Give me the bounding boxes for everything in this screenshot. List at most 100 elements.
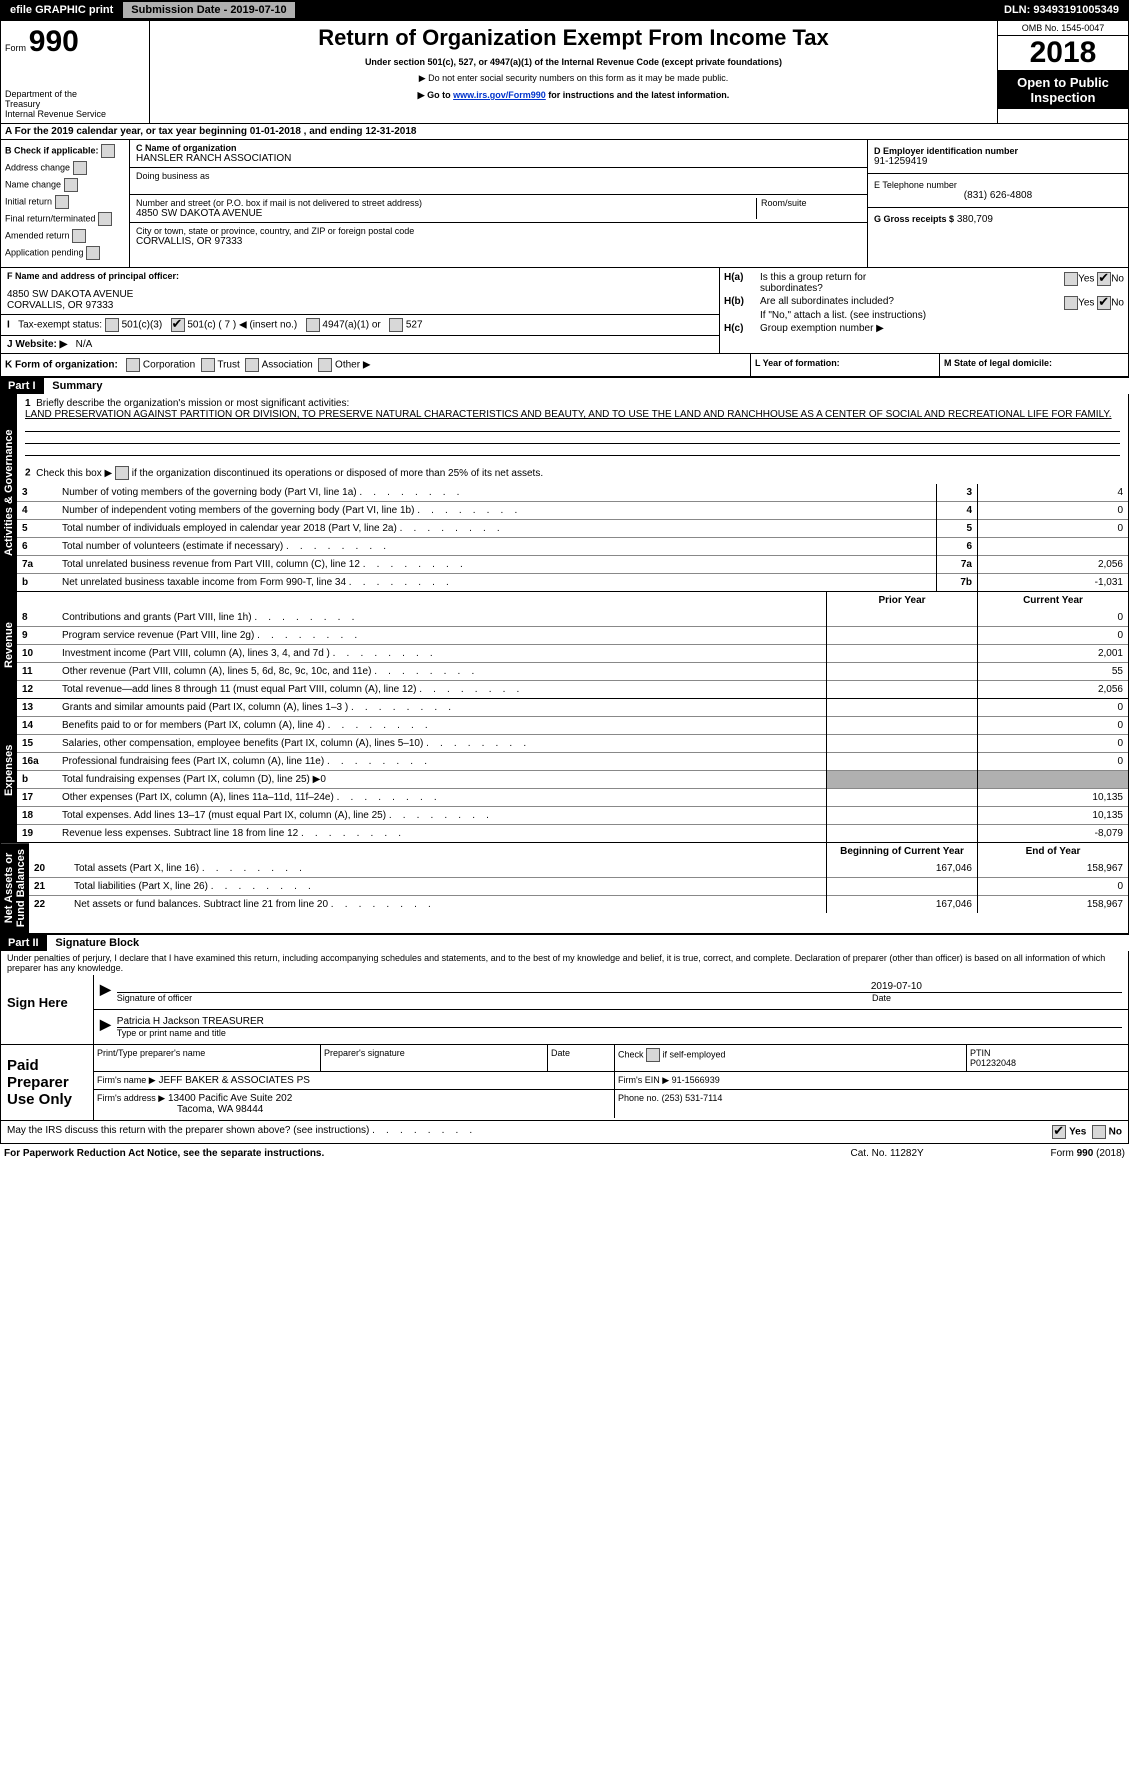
arrow-icon-2: ▶ xyxy=(100,1016,111,1038)
part-1-header-row: Part I Summary xyxy=(0,377,1129,394)
date-label: Date xyxy=(872,993,1122,1003)
firm-addr2: Tacoma, WA 98444 xyxy=(97,1104,263,1115)
expense-line-14: 14Benefits paid to or for members (Part … xyxy=(17,717,1128,735)
box-b-title: B Check if applicable: xyxy=(5,144,125,158)
netasset-line-20: 20Total assets (Part X, line 16)167,0461… xyxy=(29,860,1128,878)
box-b-item: Amended return xyxy=(5,229,125,243)
hdr-current-year: Current Year xyxy=(978,592,1129,609)
expense-line-17: 17Other expenses (Part IX, column (A), l… xyxy=(17,789,1128,807)
checkbox-501c[interactable] xyxy=(171,318,185,332)
room-label: Room/suite xyxy=(761,198,861,208)
form-990-page: efile GRAPHIC print Submission Date - 20… xyxy=(0,0,1129,1163)
q1-mission: LAND PRESERVATION AGAINST PARTITION OR D… xyxy=(25,409,1120,420)
checkbox-other[interactable] xyxy=(318,358,332,372)
dept-line3: Internal Revenue Service xyxy=(5,109,145,119)
revenue-line-10: 10Investment income (Part VIII, column (… xyxy=(17,645,1128,663)
expenses-section: Expenses 13Grants and similar amounts pa… xyxy=(0,699,1129,843)
checkbox-ha-yes[interactable] xyxy=(1064,272,1078,286)
gov-line-5: 5Total number of individuals employed in… xyxy=(17,520,1128,538)
expense-line-13: 13Grants and similar amounts paid (Part … xyxy=(17,699,1128,717)
revenue-line-9: 9Program service revenue (Part VIII, lin… xyxy=(17,627,1128,645)
firm-phone: (253) 531-7114 xyxy=(662,1093,723,1103)
hdr-eoy: End of Year xyxy=(978,843,1129,860)
revenue-table: Prior YearCurrent Year 8Contributions an… xyxy=(17,592,1128,698)
checkbox-discuss-no[interactable] xyxy=(1092,1125,1106,1139)
checkbox-4947[interactable] xyxy=(306,318,320,332)
hb-label: H(b) xyxy=(724,296,760,310)
org-address: 4850 SW DAKOTA AVENUE xyxy=(136,208,756,219)
box-f-label: F Name and address of principal officer: xyxy=(7,271,713,281)
footer-right: Form 990 (2018) xyxy=(1051,1148,1125,1159)
dept-line1: Department of the xyxy=(5,89,145,99)
checkbox-initial-return[interactable] xyxy=(55,195,69,209)
checkbox-hb-no[interactable] xyxy=(1097,296,1111,310)
omb-number: OMB No. 1545-0047 xyxy=(998,21,1128,36)
telephone: (831) 626-4808 xyxy=(874,190,1122,201)
expense-line-16a: 16aProfessional fundraising fees (Part I… xyxy=(17,753,1128,771)
checkbox-501c3[interactable] xyxy=(105,318,119,332)
box-e-label: E Telephone number xyxy=(874,180,1122,190)
checkbox-corp[interactable] xyxy=(126,358,140,372)
form-header: Form 990 Department of the Treasury Inte… xyxy=(0,20,1129,124)
checkbox-address-change[interactable] xyxy=(73,161,87,175)
col-date: Date xyxy=(548,1045,615,1072)
top-bar: efile GRAPHIC print Submission Date - 20… xyxy=(0,0,1129,20)
page-footer: For Paperwork Reduction Act Notice, see … xyxy=(0,1144,1129,1163)
addr-label: Number and street (or P.O. box if mail i… xyxy=(136,198,756,208)
line-a-tax-year: A For the 2019 calendar year, or tax yea… xyxy=(0,124,1129,140)
penalties-statement: Under penalties of perjury, I declare th… xyxy=(0,951,1129,975)
q1-label: Briefly describe the organization's miss… xyxy=(36,398,349,409)
checkbox-trust[interactable] xyxy=(201,358,215,372)
irs-link[interactable]: www.irs.gov/Form990 xyxy=(453,90,546,100)
hdr-prior-year: Prior Year xyxy=(827,592,978,609)
line-i: I Tax-exempt status: 501(c)(3) 501(c) ( … xyxy=(1,315,719,336)
submission-date: Submission Date - 2019-07-10 xyxy=(123,2,294,18)
checkbox-hb-yes[interactable] xyxy=(1064,296,1078,310)
org-city: CORVALLIS, OR 97333 xyxy=(136,236,861,247)
checkbox-amended-return[interactable] xyxy=(72,229,86,243)
gov-line-3: 3Number of voting members of the governi… xyxy=(17,484,1128,502)
checkbox-applicable[interactable] xyxy=(101,144,115,158)
tax-year: 2018 xyxy=(998,36,1128,71)
part-1-title: Summary xyxy=(46,378,108,394)
form-note1: ▶ Do not enter social security numbers o… xyxy=(154,73,993,84)
box-b-item: Final return/terminated xyxy=(5,212,125,226)
officer-addr1: 4850 SW DAKOTA AVENUE xyxy=(7,289,713,300)
checkbox-assoc[interactable] xyxy=(245,358,259,372)
checkbox-application-pending[interactable] xyxy=(86,246,100,260)
tab-activities-governance: Activities & Governance xyxy=(1,394,17,591)
line-j: J Website: ▶ N/A xyxy=(1,336,719,353)
discuss-label: May the IRS discuss this return with the… xyxy=(7,1125,1052,1139)
form-prefix: Form xyxy=(5,43,26,53)
checkbox-ha-no[interactable] xyxy=(1097,272,1111,286)
discuss-row: May the IRS discuss this return with the… xyxy=(0,1121,1129,1144)
checkbox-self-employed[interactable] xyxy=(646,1048,660,1062)
tab-revenue: Revenue xyxy=(1,592,17,698)
gov-line-6: 6Total number of volunteers (estimate if… xyxy=(17,538,1128,556)
box-c-label: C Name of organization xyxy=(136,143,861,153)
part-1-label: Part I xyxy=(0,378,44,394)
expense-line-b: bTotal fundraising expenses (Part IX, co… xyxy=(17,771,1128,789)
dba-label: Doing business as xyxy=(136,171,861,181)
part-2-title: Signature Block xyxy=(49,935,145,951)
open-public-2: Inspection xyxy=(1002,90,1124,105)
form-title: Return of Organization Exempt From Incom… xyxy=(154,25,993,51)
netasset-line-21: 21Total liabilities (Part X, line 26)0 xyxy=(29,878,1128,896)
officer-addr2: CORVALLIS, OR 97333 xyxy=(7,300,713,311)
revenue-line-11: 11Other revenue (Part VIII, column (A), … xyxy=(17,663,1128,681)
checkbox-final-return-terminated[interactable] xyxy=(98,212,112,226)
dept-line2: Treasury xyxy=(5,99,145,109)
sign-here-label: Sign Here xyxy=(1,975,94,1044)
paid-preparer-block: Paid Preparer Use Only Print/Type prepar… xyxy=(0,1045,1129,1121)
checkbox-q2[interactable] xyxy=(115,466,129,480)
officer-name-title: Patricia H Jackson TREASURER xyxy=(117,1016,1122,1028)
checkbox-527[interactable] xyxy=(389,318,403,332)
footer-mid: Cat. No. 11282Y xyxy=(851,1148,1051,1159)
preparer-table: Print/Type preparer's name Preparer's si… xyxy=(94,1045,1128,1118)
checkbox-name-change[interactable] xyxy=(64,178,78,192)
checkbox-discuss-yes[interactable] xyxy=(1052,1125,1066,1139)
line-m: M State of legal domicile: xyxy=(939,354,1128,376)
expense-line-15: 15Salaries, other compensation, employee… xyxy=(17,735,1128,753)
ptin-label: PTIN xyxy=(970,1048,991,1058)
paid-preparer-label: Paid Preparer Use Only xyxy=(1,1045,94,1120)
